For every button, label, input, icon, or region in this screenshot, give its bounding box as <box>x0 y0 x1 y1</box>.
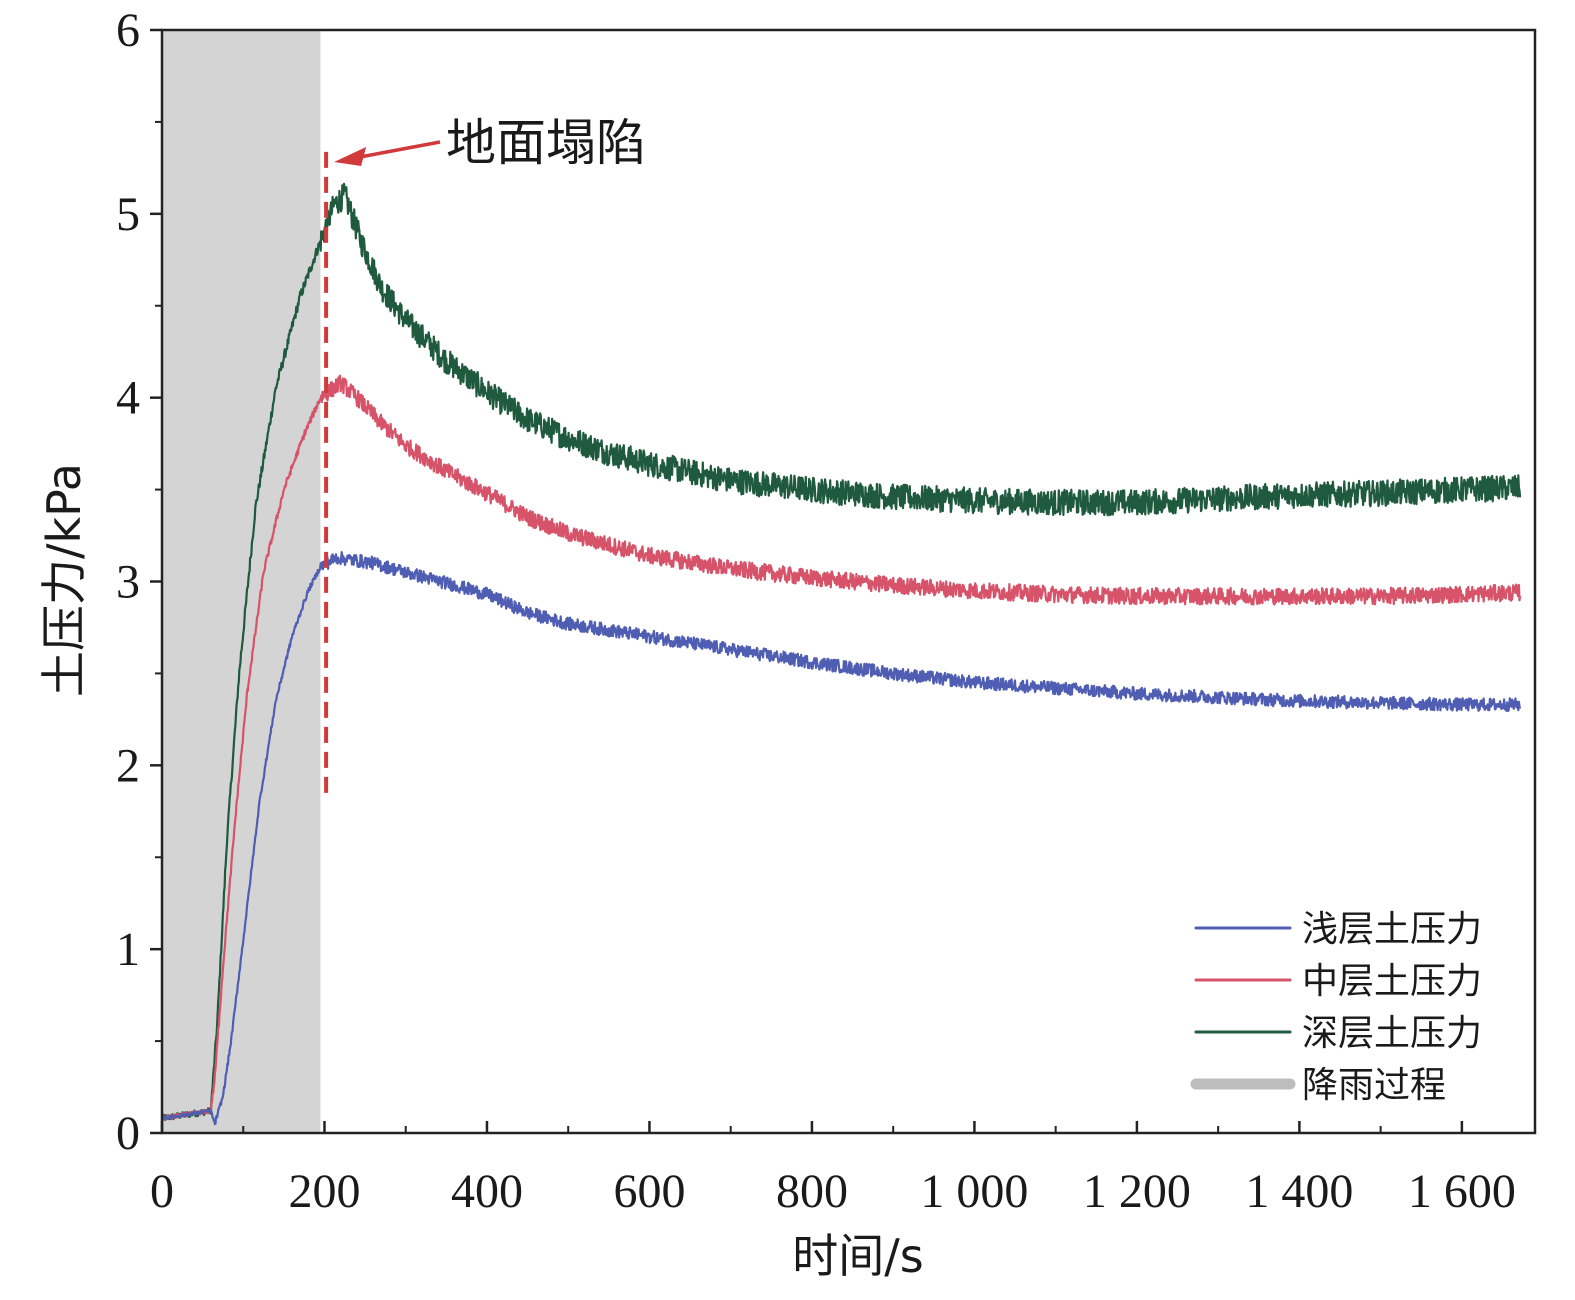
y-tick-label: 4 <box>116 372 140 425</box>
legend-label: 中层土压力 <box>1302 961 1482 1002</box>
y-tick-label: 6 <box>116 4 140 57</box>
series-line-浅层土压力 <box>160 551 1522 1126</box>
x-tick-label: 1 200 <box>1083 1165 1191 1218</box>
series-line-中层土压力 <box>161 374 1522 1121</box>
y-tick-label: 1 <box>116 923 140 976</box>
y-tick-label: 3 <box>116 556 140 609</box>
legend-label: 降雨过程 <box>1302 1065 1446 1106</box>
x-tick-label: 1 600 <box>1408 1165 1516 1218</box>
x-tick-label: 400 <box>451 1165 523 1218</box>
y-tick-label: 5 <box>116 188 140 241</box>
x-tick-label: 1 400 <box>1245 1165 1353 1218</box>
legend-label: 深层土压力 <box>1302 1013 1482 1054</box>
x-tick-label: 600 <box>613 1165 685 1218</box>
x-tick-label: 800 <box>776 1165 848 1218</box>
x-tick-label: 200 <box>288 1165 360 1218</box>
x-tick-label: 0 <box>150 1165 174 1218</box>
y-tick-label: 0 <box>116 1107 140 1160</box>
x-axis-title: 时间/s <box>792 1229 923 1283</box>
collapse-arrow-head <box>334 147 367 166</box>
collapse-annotation-arrow <box>359 140 441 159</box>
rain-period-shade <box>162 30 321 1133</box>
series-line-深层土压力 <box>160 182 1522 1121</box>
y-axis-title: 土压力/kPa <box>37 463 91 697</box>
y-tick-label: 2 <box>116 739 140 792</box>
x-tick-label: 1 000 <box>920 1165 1028 1218</box>
collapse-annotation-label: 地面塌陷 <box>446 114 646 172</box>
legend-label: 浅层土压力 <box>1302 909 1482 950</box>
